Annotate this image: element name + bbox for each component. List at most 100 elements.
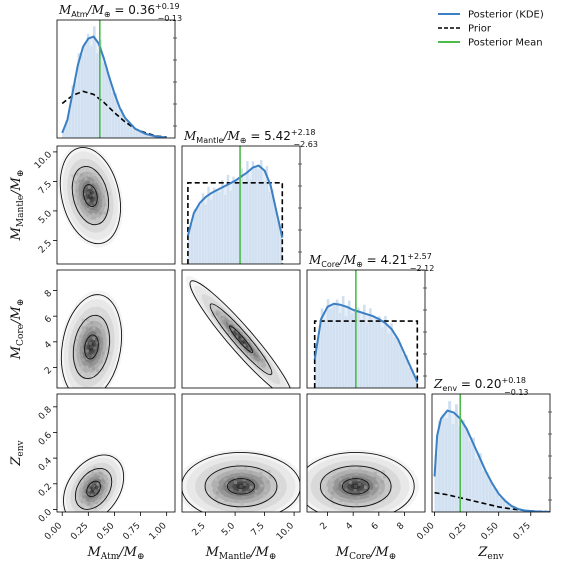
density-speckle <box>389 481 393 485</box>
density-speckle <box>98 495 103 500</box>
panel-frame <box>181 269 301 389</box>
kde-area <box>187 165 283 264</box>
density-speckle <box>329 477 333 481</box>
density-speckle <box>81 502 86 508</box>
density-speckle <box>95 217 100 221</box>
density-speckle <box>257 362 263 368</box>
x-tick-label-atm: 0.75 <box>121 521 142 542</box>
density-speckle <box>100 218 105 223</box>
density-speckle <box>232 493 236 497</box>
kde-line <box>61 35 167 138</box>
joint-panel-core-vs-mantle <box>181 269 301 389</box>
density-speckle <box>266 480 270 484</box>
density-speckle <box>238 488 242 492</box>
density-speckle <box>236 463 240 467</box>
title-atm: MAtm/M⊕ = 0.36+0.19 <box>58 2 180 19</box>
density-speckle <box>220 316 226 322</box>
y-tick-label-zenv: 0.2 <box>37 482 54 499</box>
y-tick-label-core: 2 <box>43 366 54 377</box>
density-speckle <box>349 475 353 479</box>
density-speckle <box>260 358 265 363</box>
density-speckle <box>93 346 97 350</box>
density-speckle <box>357 496 361 500</box>
density-speckle <box>254 354 259 359</box>
joint-panel-mantle-vs-atm <box>56 145 176 265</box>
density-speckle <box>244 466 248 470</box>
density-speckle <box>250 475 254 479</box>
density-speckle <box>236 506 240 510</box>
density-speckle <box>217 472 221 476</box>
density-speckle <box>214 477 218 481</box>
density-speckle <box>89 345 94 349</box>
density-speckle <box>363 499 367 503</box>
contour-line <box>209 303 273 376</box>
legend-label-1: Prior <box>468 24 492 35</box>
density-speckle <box>78 179 82 184</box>
density-speckle <box>75 362 80 366</box>
panel-frame <box>306 269 426 389</box>
diag-panel-atm: MAtm/M⊕ = 0.36+0.19−0.13 <box>56 2 182 139</box>
panel-frame <box>306 393 426 513</box>
contour-line <box>63 454 125 512</box>
y-tick-label-mantle: 10.0 <box>33 150 54 171</box>
density-speckle <box>99 360 103 364</box>
density-speckle <box>214 312 220 317</box>
contour-line <box>86 480 101 498</box>
density-speckle <box>249 485 253 489</box>
density-speckle <box>264 365 269 370</box>
kde-area <box>434 410 550 512</box>
density-speckle <box>78 496 83 501</box>
density-speckle <box>79 186 83 191</box>
density-speckle <box>75 492 80 497</box>
density-speckle <box>86 191 90 195</box>
density-speckle <box>105 331 109 335</box>
density-speckle <box>74 180 78 185</box>
density-speckle <box>103 471 108 476</box>
density-speckle <box>357 477 361 481</box>
density-speckle <box>206 491 210 495</box>
legend-label-0: Posterior (KDE) <box>468 10 544 21</box>
x-tick-label-mantle: 2.5 <box>191 521 208 538</box>
kde-line <box>433 409 550 512</box>
density-speckle <box>96 332 100 336</box>
panel-frame <box>56 145 176 265</box>
y-tick-label-zenv: 0.0 <box>37 507 54 524</box>
density-speckle <box>373 471 377 475</box>
density-speckle <box>103 488 109 493</box>
density-speckle <box>358 466 362 470</box>
contour-line <box>182 452 300 512</box>
y-tick-label-mantle: 5.0 <box>37 209 54 226</box>
x-axis-label-core: MCore/M⊕ <box>335 545 397 562</box>
density-speckle <box>81 206 85 211</box>
density-speckle <box>95 317 99 322</box>
density-speckle <box>271 492 275 496</box>
density-speckle <box>368 481 372 485</box>
density-speckle <box>92 172 96 177</box>
density-speckle <box>97 175 102 180</box>
contour-line <box>84 334 99 360</box>
contour-line <box>341 478 370 495</box>
density-speckle <box>87 173 91 177</box>
density-speckle <box>86 497 91 502</box>
density-speckle <box>102 494 107 499</box>
kde-line <box>186 164 284 238</box>
y-tick-label-core: 8 <box>43 288 54 299</box>
density-speckle <box>98 500 104 505</box>
density-speckle <box>103 338 107 343</box>
density-speckle <box>98 471 103 476</box>
density-speckle <box>84 161 88 166</box>
density-speckle <box>95 359 99 364</box>
density-speckle <box>91 220 95 225</box>
density-speckle <box>221 487 225 491</box>
density-speckle <box>347 493 351 497</box>
x-tick-label-zenv: 0.00 <box>415 521 436 542</box>
density-speckle <box>87 214 92 219</box>
density-speckle <box>270 374 276 379</box>
density-speckle <box>246 352 251 357</box>
x-axis-label-atm: MAtm/M⊕ <box>86 545 144 562</box>
density-speckle <box>78 195 82 200</box>
density-speckle <box>102 189 107 194</box>
density-speckle <box>263 494 267 498</box>
density-speckle <box>254 364 259 369</box>
